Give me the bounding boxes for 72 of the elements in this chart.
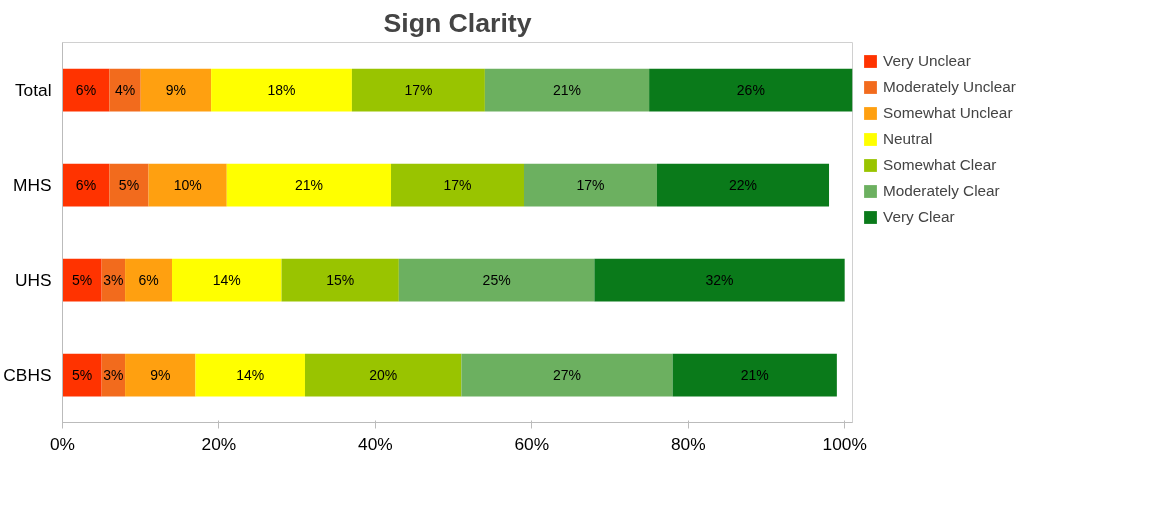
data-label: 17% bbox=[443, 177, 472, 193]
data-label: 14% bbox=[212, 272, 241, 288]
data-label: 5% bbox=[71, 272, 93, 288]
bar bbox=[125, 258, 172, 302]
data-label: 6% bbox=[75, 177, 97, 193]
bar bbox=[62, 258, 102, 302]
data-label: 3% bbox=[103, 367, 124, 383]
bar bbox=[351, 68, 485, 112]
bar bbox=[398, 258, 595, 302]
data-label: 26% bbox=[736, 82, 765, 98]
bar bbox=[594, 258, 845, 302]
bar bbox=[172, 258, 282, 302]
bar bbox=[391, 163, 524, 207]
data-label: 17% bbox=[404, 82, 433, 98]
legend-label: Neutral bbox=[883, 130, 933, 148]
data-label: 14% bbox=[236, 367, 265, 383]
x-tick-label: 0% bbox=[49, 433, 76, 454]
bar bbox=[62, 163, 110, 207]
legend-label: Moderately Clear bbox=[883, 182, 1000, 200]
data-label: 6% bbox=[138, 272, 159, 288]
y-tick-label: UHS bbox=[14, 270, 52, 290]
x-tick-label: 60% bbox=[514, 433, 550, 454]
bar bbox=[62, 353, 102, 397]
x-tick-label: 80% bbox=[670, 433, 706, 454]
y-tick-label: Total bbox=[14, 80, 52, 100]
x-tick-label: 100% bbox=[822, 433, 867, 454]
bar bbox=[109, 163, 149, 207]
bar bbox=[125, 353, 196, 397]
data-label: 5% bbox=[71, 367, 93, 383]
bar bbox=[148, 163, 227, 207]
bar bbox=[211, 68, 352, 112]
bar bbox=[195, 353, 305, 397]
data-label: 15% bbox=[326, 272, 355, 288]
data-label: 9% bbox=[165, 82, 187, 98]
legend-label: Very Clear bbox=[883, 208, 955, 226]
bar bbox=[484, 68, 650, 112]
data-label: 25% bbox=[482, 272, 511, 288]
data-label: 4% bbox=[114, 82, 136, 98]
bar bbox=[281, 258, 399, 302]
x-tick-label: 20% bbox=[201, 433, 237, 454]
bar bbox=[523, 163, 657, 207]
bar bbox=[672, 353, 837, 397]
data-label: 22% bbox=[728, 177, 758, 193]
data-label: 21% bbox=[740, 367, 769, 383]
bar bbox=[461, 353, 673, 397]
bar bbox=[304, 353, 462, 397]
bar bbox=[226, 163, 392, 207]
bar bbox=[656, 163, 830, 207]
bar bbox=[109, 68, 141, 112]
legend-label: Somewhat Clear bbox=[883, 156, 997, 174]
data-label: 27% bbox=[552, 367, 582, 383]
data-label: 32% bbox=[705, 272, 734, 288]
data-label: 18% bbox=[267, 82, 296, 98]
bar bbox=[649, 68, 853, 112]
bar bbox=[62, 68, 110, 112]
legend-label: Very Unclear bbox=[883, 52, 971, 70]
data-label: 6% bbox=[75, 82, 97, 98]
data-label: 10% bbox=[173, 177, 202, 193]
y-tick-label: CBHS bbox=[3, 365, 52, 385]
legend-label: Moderately Unclear bbox=[883, 78, 1016, 96]
data-label: 3% bbox=[103, 272, 124, 288]
x-tick-label: 40% bbox=[358, 433, 393, 454]
data-label: 21% bbox=[294, 177, 323, 193]
bar bbox=[140, 68, 212, 112]
legend-label: Somewhat Unclear bbox=[883, 104, 1013, 122]
data-label: 17% bbox=[576, 177, 605, 193]
data-label: 9% bbox=[150, 367, 171, 383]
chart-title: Sign Clarity bbox=[383, 7, 532, 38]
y-tick-label: MHS bbox=[12, 175, 52, 195]
data-label: 21% bbox=[552, 82, 582, 98]
data-label: 20% bbox=[369, 367, 398, 383]
data-label: 5% bbox=[118, 177, 140, 193]
